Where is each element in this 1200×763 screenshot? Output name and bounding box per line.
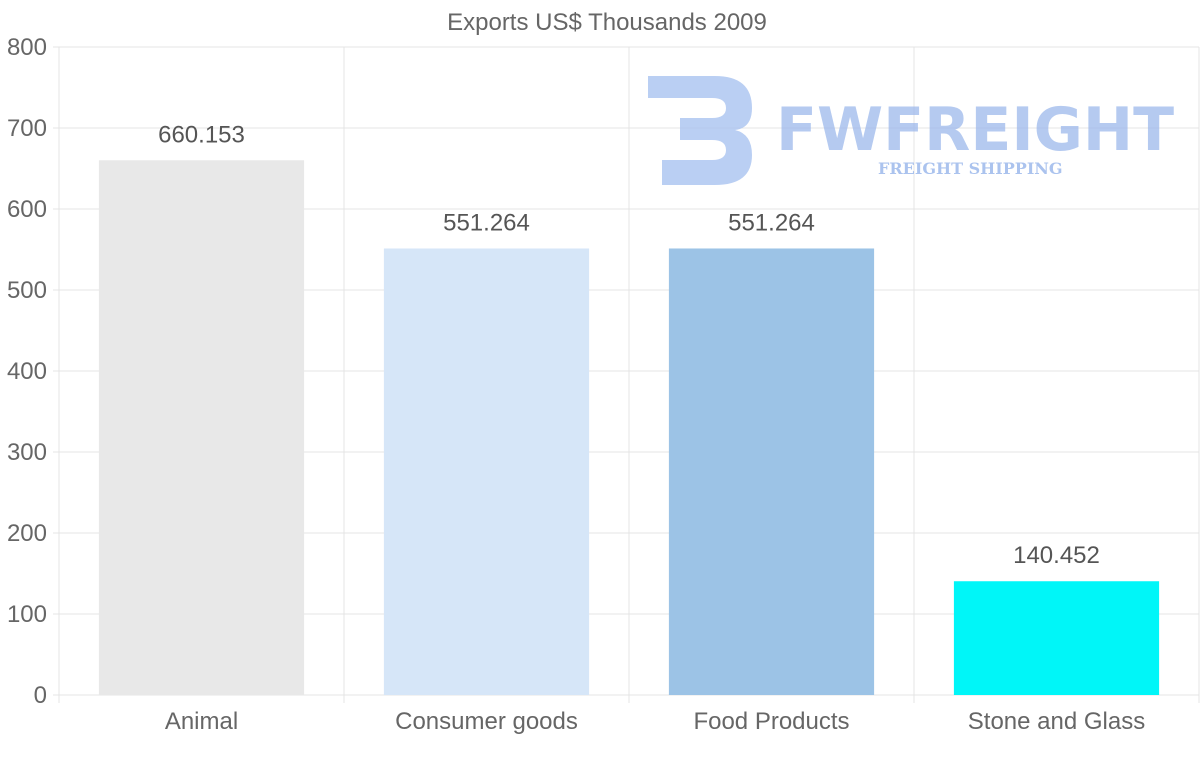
bar-consumer-goods: [383, 248, 590, 695]
data-label: 660.153: [158, 121, 245, 148]
watermark-brand-text: FWFREIGHT: [776, 95, 1174, 165]
x-axis-labels: Animal Consumer goods Food Products Stone a…: [165, 708, 1145, 735]
y-tick-label: 400: [7, 358, 47, 385]
fwfreight-logo-icon: [648, 76, 752, 185]
y-tick-label: 100: [7, 601, 47, 628]
x-category-label: Food Products: [693, 708, 849, 735]
y-tick-label: 700: [7, 115, 47, 142]
y-tick-label: 500: [7, 277, 47, 304]
bar-food-products: [668, 248, 875, 695]
y-tick-label: 800: [7, 34, 47, 61]
x-category-label: Animal: [165, 708, 238, 735]
fwfreight-watermark: FWFREIGHT FREIGHT SHIPPING: [648, 76, 1174, 185]
data-label: 140.452: [1013, 542, 1100, 569]
chart-title: Exports US$ Thousands 2009: [447, 9, 767, 36]
bars: [98, 160, 1160, 696]
bar-animal: [98, 160, 305, 696]
y-tick-label: 300: [7, 439, 47, 466]
data-label: 551.264: [728, 209, 815, 236]
watermark-tagline: FREIGHT SHIPPING: [878, 159, 1063, 178]
y-tick-label: 0: [34, 682, 47, 709]
bar-stone-and-glass: [953, 581, 1160, 695]
x-category-label: Consumer goods: [395, 708, 578, 735]
y-axis-ticks: 0 100 200 300 400 500 600 700 800: [7, 34, 47, 709]
y-tick-label: 200: [7, 520, 47, 547]
y-tick-label: 600: [7, 196, 47, 223]
data-labels: 660.153 551.264 551.264 140.452: [158, 121, 1100, 569]
x-category-label: Stone and Glass: [968, 708, 1145, 735]
data-label: 551.264: [443, 209, 530, 236]
